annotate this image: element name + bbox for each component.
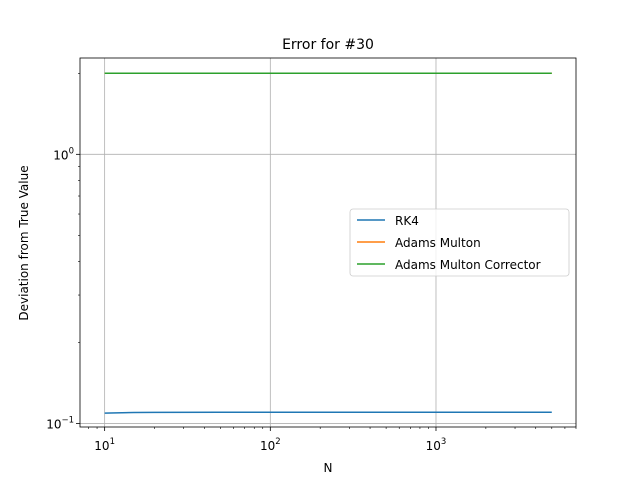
- legend-label: Adams Multon: [395, 236, 481, 250]
- legend-box: [349, 208, 570, 277]
- legend-label: Adams Multon Corrector: [395, 258, 541, 272]
- y-tick-label: 100: [53, 146, 74, 162]
- axes-frame: [79, 57, 577, 428]
- legend-label: RK4: [395, 214, 419, 228]
- y-axis-label: Deviation from True Value: [17, 165, 31, 320]
- y-tick-label: 10−1: [46, 415, 74, 431]
- x-axis-label: N: [324, 461, 333, 475]
- chart-title: Error for #30: [282, 37, 374, 53]
- legend: RK4 Adams Multon Adams Multon Corrector: [349, 208, 570, 277]
- series-line-rk4: [104, 411, 552, 414]
